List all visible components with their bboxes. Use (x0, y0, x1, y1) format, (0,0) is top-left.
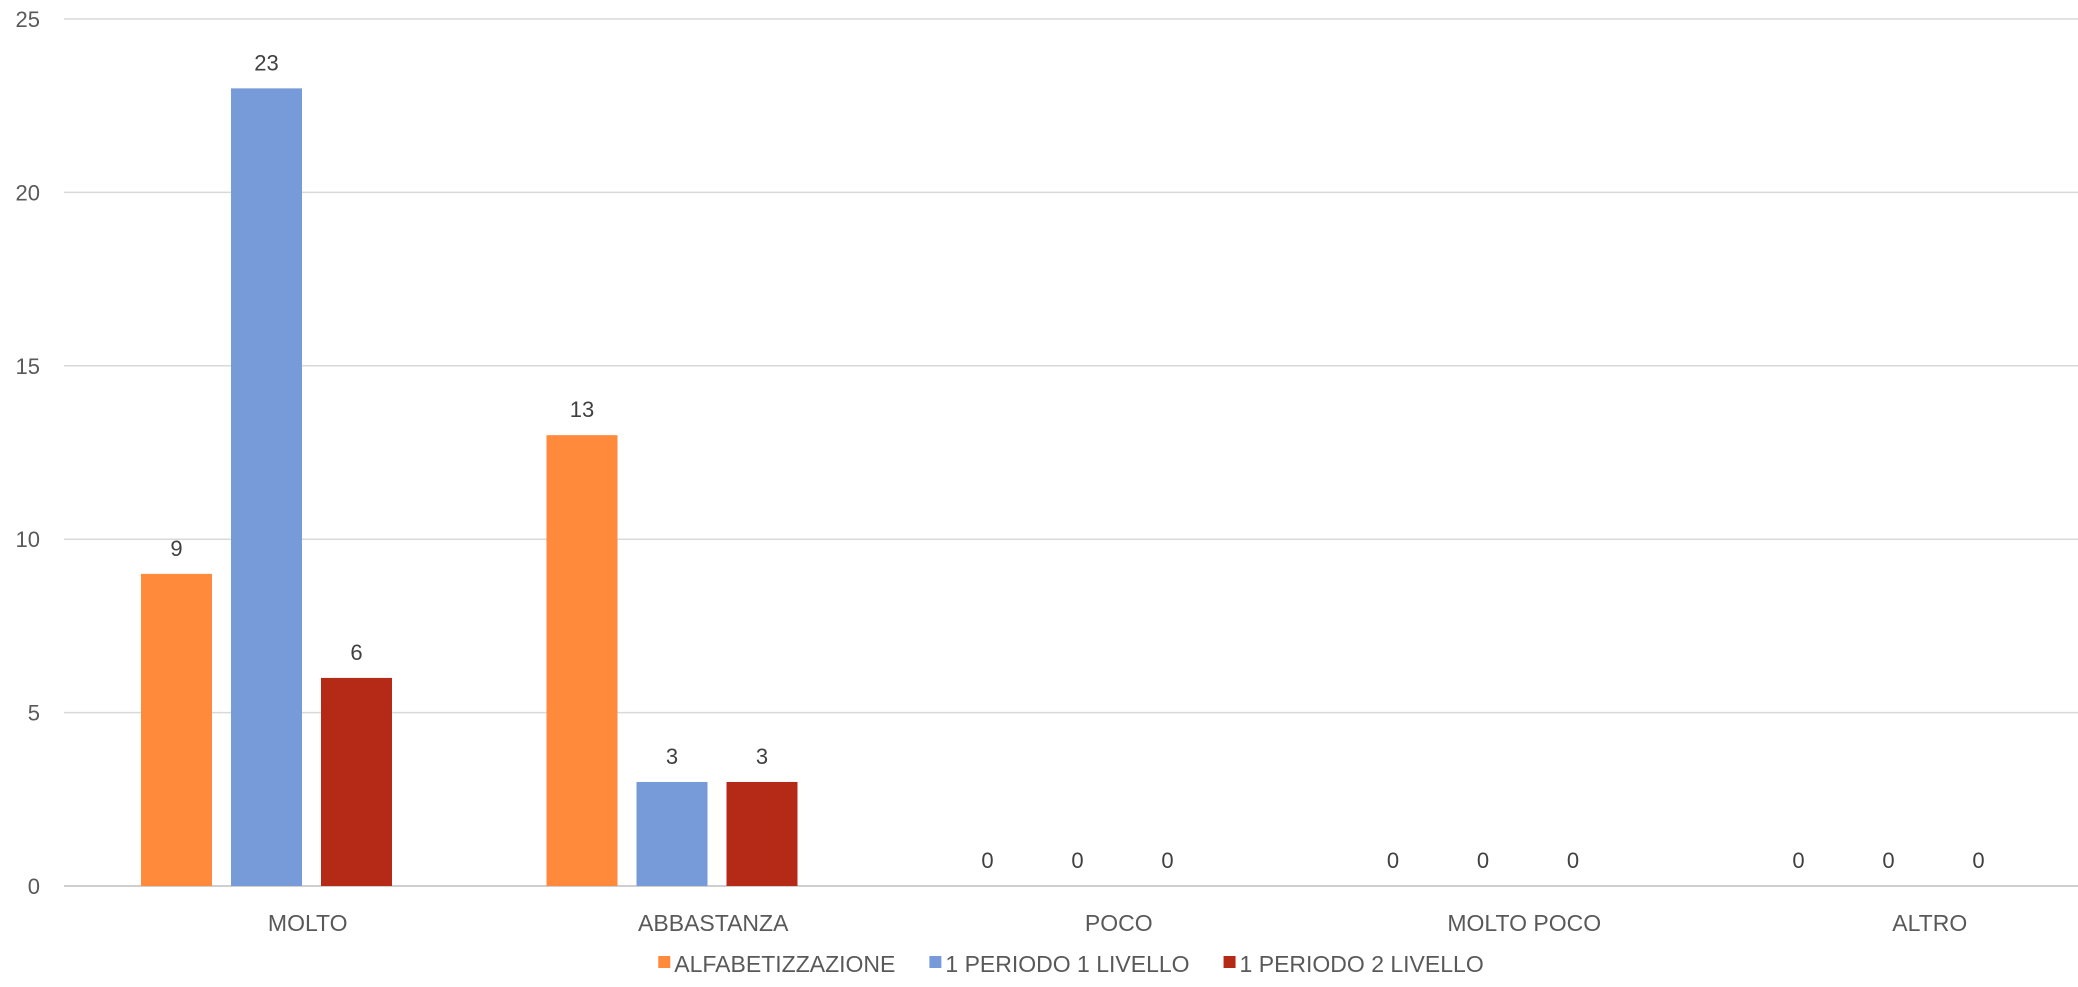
bar (321, 677, 392, 886)
gridlines (64, 18, 2078, 887)
data-label: 0 (1161, 848, 1173, 873)
legend[interactable]: ALFABETIZZAZIONE 1 PERIODO 1 LIVELLO 1 PER… (658, 951, 1484, 977)
y-axis: 0 5 10 15 20 25 (16, 7, 40, 899)
bar (141, 573, 212, 886)
data-label: 3 (666, 744, 678, 769)
y-tick-label: 25 (16, 7, 40, 32)
legend-label: 1 PERIODO 2 LIVELLO (1240, 951, 1484, 977)
y-tick-label: 5 (28, 701, 40, 726)
legend-label: ALFABETIZZAZIONE (674, 951, 895, 977)
bars (141, 88, 798, 887)
legend-label: 1 PERIODO 1 LIVELLO (945, 951, 1189, 977)
category-label: POCO (1085, 910, 1153, 936)
legend-item[interactable]: 1 PERIODO 1 LIVELLO (929, 951, 1190, 977)
bar (546, 435, 618, 886)
data-labels: 9 23 6 13 3 3 0 0 0 0 0 0 0 0 0 (170, 50, 1984, 873)
legend-swatch (1223, 956, 1236, 968)
data-label: 23 (254, 50, 278, 75)
data-label: 0 (1792, 848, 1804, 873)
data-label: 0 (1567, 848, 1579, 873)
bar (636, 781, 708, 886)
y-tick-label: 0 (28, 874, 40, 899)
category-label: MOLTO POCO (1447, 910, 1601, 936)
legend-item[interactable]: 1 PERIODO 2 LIVELLO (1223, 951, 1484, 977)
legend-item[interactable]: ALFABETIZZAZIONE (658, 951, 895, 977)
data-label: 3 (756, 744, 768, 769)
legend-swatch (658, 956, 671, 968)
category-label: MOLTO (268, 910, 348, 936)
legend-swatch (929, 956, 942, 968)
y-tick-label: 10 (16, 527, 40, 552)
y-tick-label: 15 (16, 354, 40, 379)
bar (231, 88, 302, 887)
data-label: 0 (1882, 848, 1894, 873)
category-label: ALTRO (1892, 910, 1967, 936)
bar (726, 781, 798, 886)
data-label: 0 (1071, 848, 1083, 873)
data-label: 13 (570, 397, 594, 422)
data-label: 6 (350, 640, 362, 665)
data-label: 0 (1972, 848, 1984, 873)
data-label: 9 (170, 536, 182, 561)
data-label: 0 (1387, 848, 1399, 873)
category-label: ABBASTANZA (638, 910, 789, 936)
y-tick-label: 20 (16, 180, 40, 205)
x-axis: MOLTO ABBASTANZA POCO MOLTO POCO ALTRO (268, 910, 1967, 936)
data-label: 0 (981, 848, 993, 873)
data-label: 0 (1477, 848, 1489, 873)
